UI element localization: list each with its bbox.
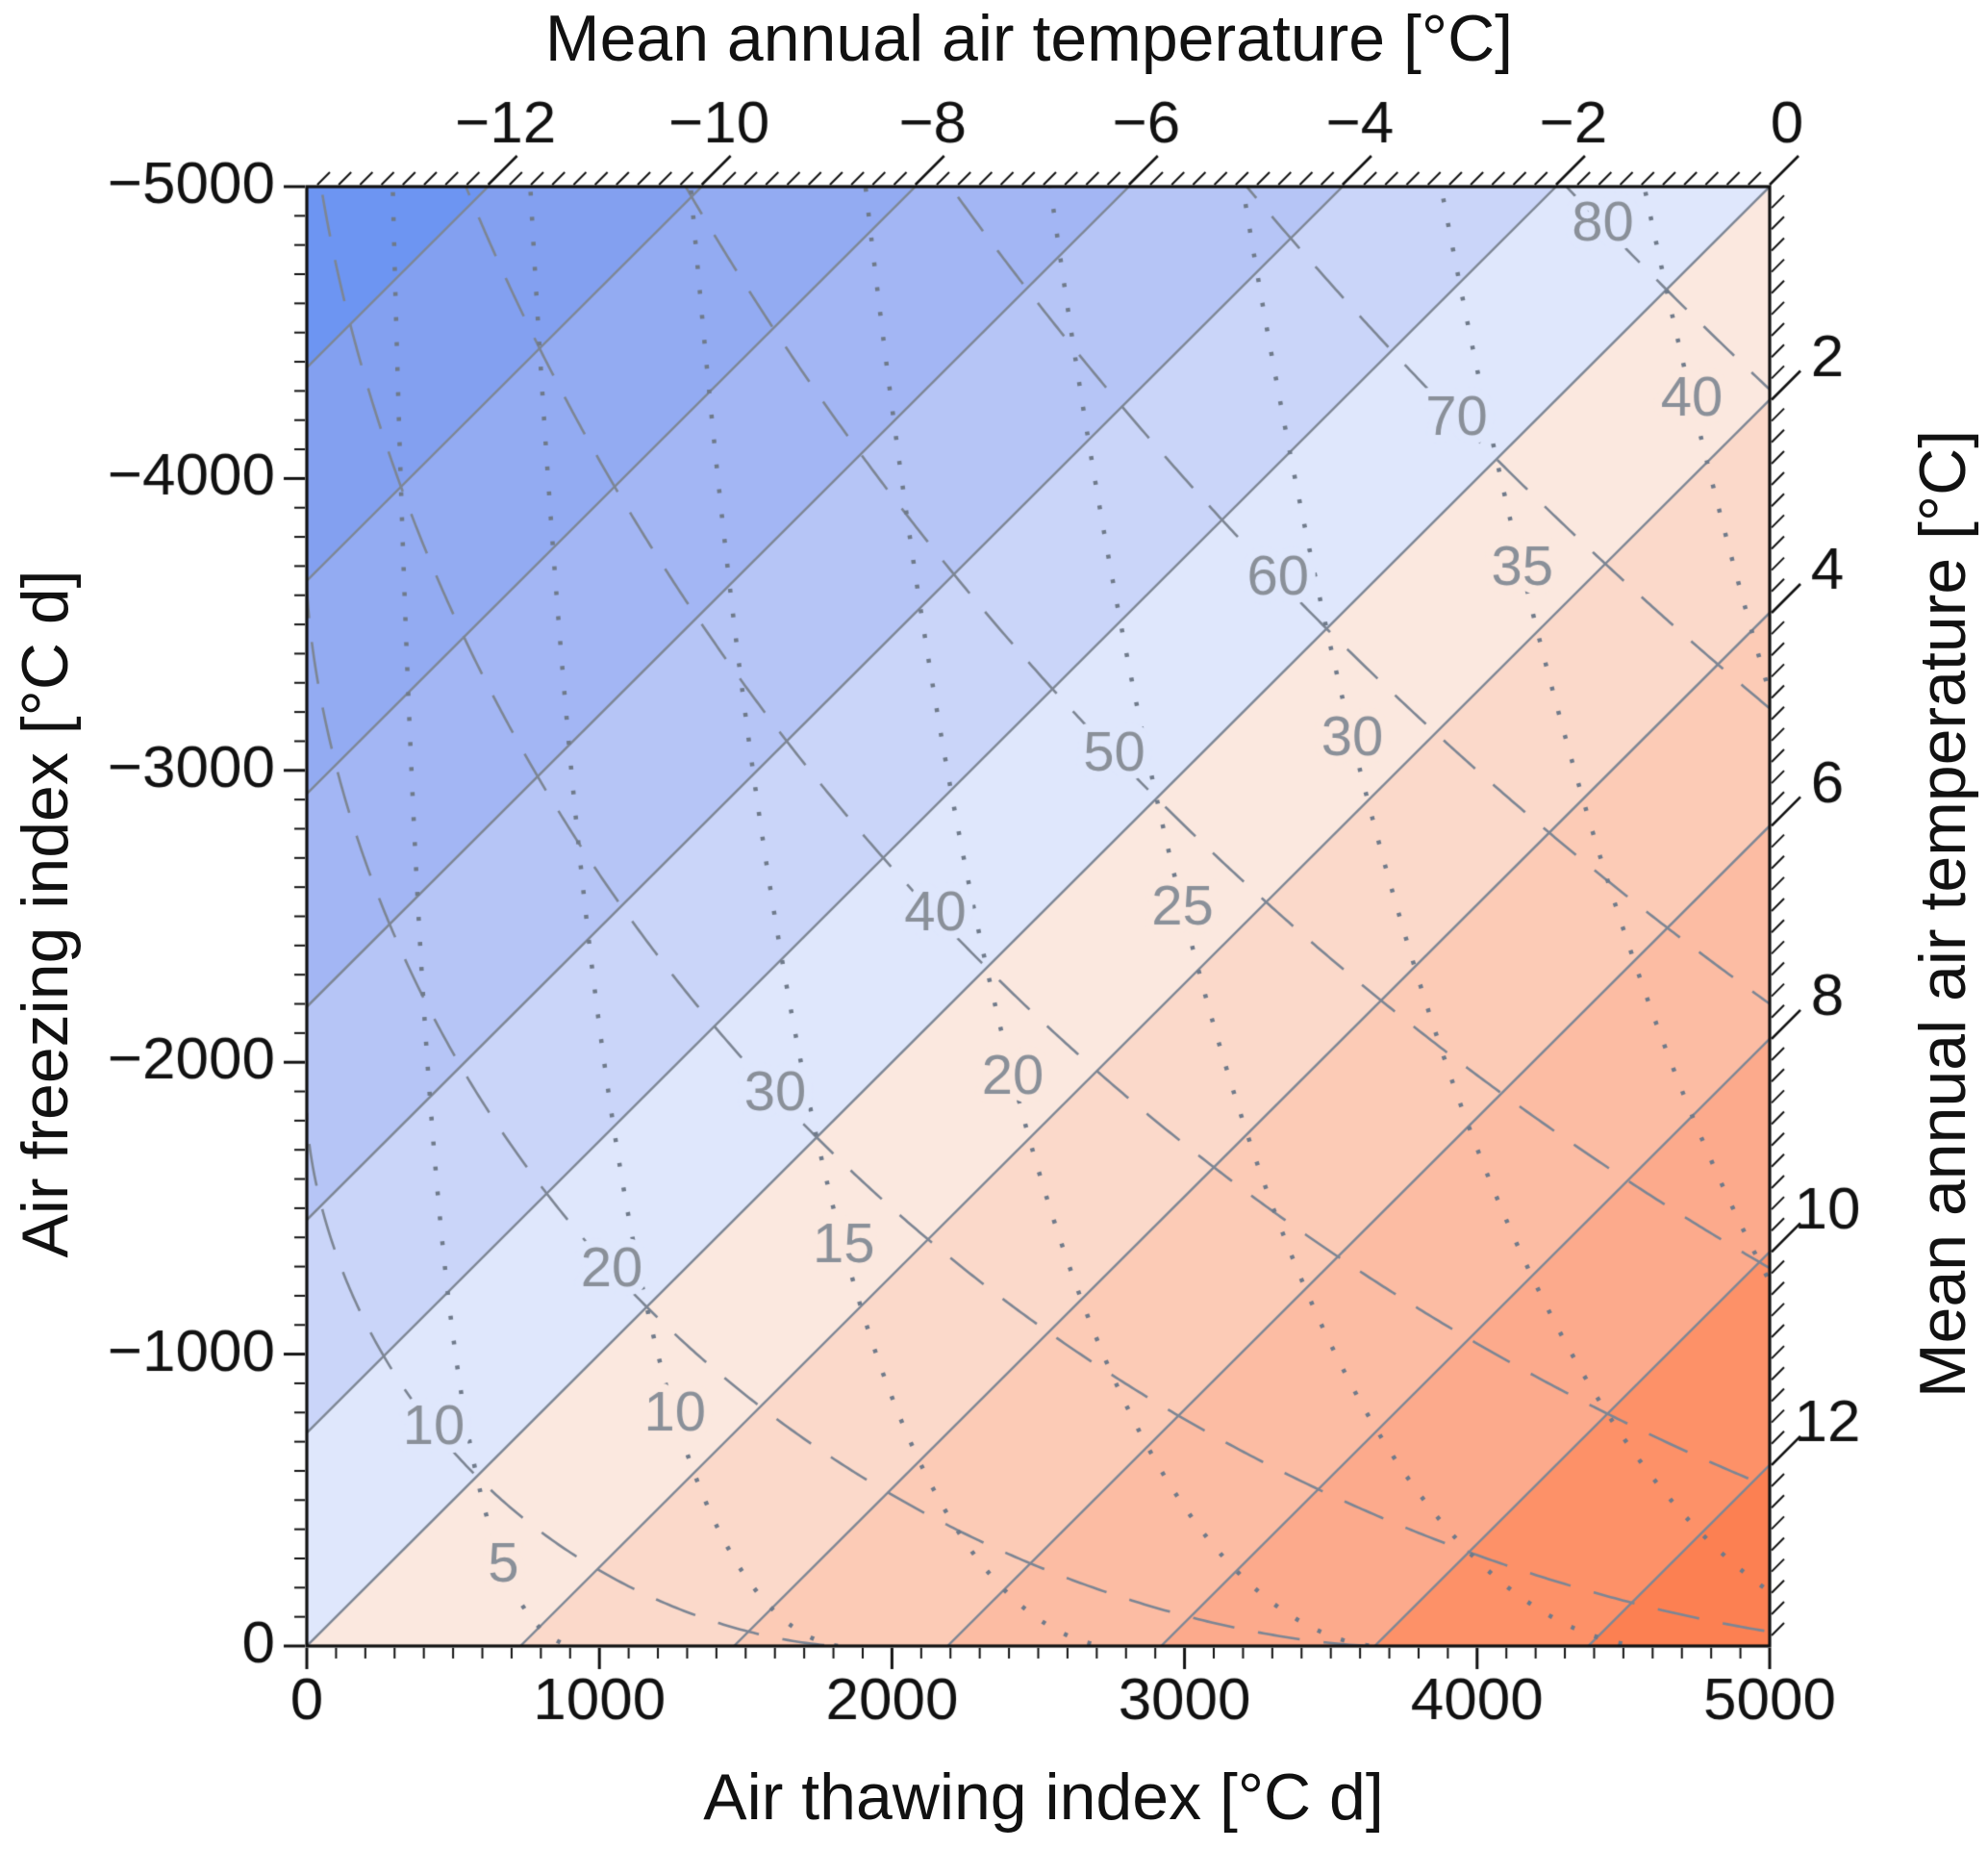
top-axis-title: Mean annual air temperature [°C]	[544, 2, 1514, 75]
left-axis-title: Air freezing index [°C d]	[9, 570, 82, 1258]
bottom-axis-title: Air thawing index [°C d]	[703, 1760, 1384, 1834]
right-axis-title: Mean annual air temperature [°C]	[1906, 429, 1979, 1399]
